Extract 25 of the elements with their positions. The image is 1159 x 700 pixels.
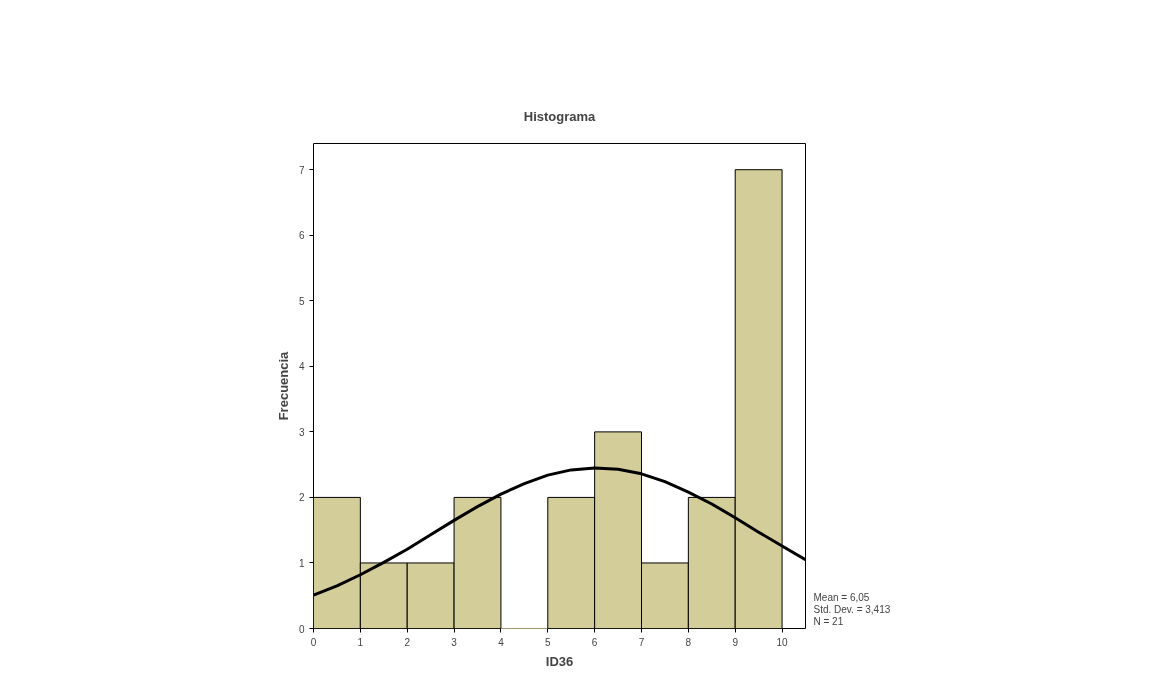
text: N = 21 bbox=[813, 616, 844, 627]
chart-title: Histograma bbox=[523, 108, 597, 124]
y-tick-label: 3 bbox=[298, 426, 305, 438]
x-tick-label: 0 bbox=[310, 636, 317, 648]
x-tick-label: 2 bbox=[404, 636, 411, 648]
x-tick-label: 9 bbox=[732, 636, 739, 648]
y-tick-label: 2 bbox=[298, 492, 305, 504]
x-tick-label: 3 bbox=[451, 636, 458, 648]
x-tick-label: 1 bbox=[357, 636, 364, 648]
y-tick-label: 0 bbox=[298, 623, 305, 635]
y-axis-title: Frecuencia bbox=[275, 350, 291, 421]
text: Mean = 6,05 bbox=[813, 592, 870, 603]
x-tick-label: 6 bbox=[591, 636, 598, 648]
text: Std. Dev. = 3,413 bbox=[813, 604, 891, 615]
x-axis-title: ID36 bbox=[545, 653, 574, 669]
y-tick-label: 4 bbox=[298, 361, 305, 373]
x-tick-label: 4 bbox=[498, 636, 505, 648]
y-tick-label: 6 bbox=[298, 230, 305, 242]
y-tick-label: 5 bbox=[298, 295, 305, 307]
x-tick-label: 7 bbox=[638, 636, 645, 648]
y-tick-label: 7 bbox=[298, 164, 305, 176]
y-tick-label: 1 bbox=[298, 557, 305, 569]
x-tick-label: 5 bbox=[545, 636, 551, 648]
x-tick-label: 10 bbox=[776, 636, 789, 648]
x-tick-label: 8 bbox=[685, 636, 692, 648]
